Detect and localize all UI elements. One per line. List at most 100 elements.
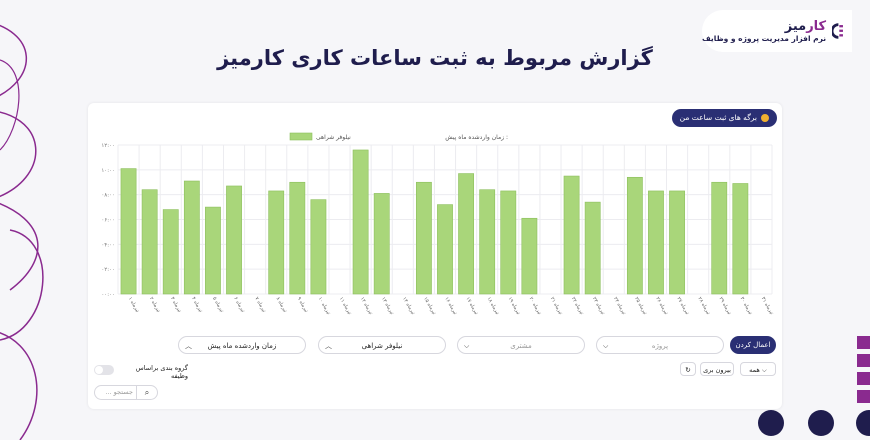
bar <box>563 175 580 295</box>
chevron-down-icon: ⌵ <box>603 342 609 350</box>
x-tick-label: تیرماه ۱۶ <box>443 296 458 316</box>
bar <box>183 180 200 295</box>
decorative-dot <box>808 410 834 436</box>
x-tick-label: تیرماه ۲۸ <box>696 296 711 316</box>
x-tick-label: تیرماه ۵ <box>211 296 225 314</box>
legend-swatch <box>289 132 313 141</box>
x-tick-label: تیرماه ۱۰ <box>317 296 332 316</box>
x-tick-label: تیرماه ۲۰ <box>528 296 543 316</box>
chevron-up-icon: ︿ <box>185 342 192 350</box>
user-select[interactable]: نیلوفر شراهی ︿ <box>318 336 446 354</box>
bar <box>373 193 390 295</box>
x-tick-label: تیرماه ۲۵ <box>633 296 648 316</box>
y-tick-label: ۰۲:۰۰ <box>101 267 115 273</box>
customer-select[interactable]: مشتری ⌵ <box>457 336 585 354</box>
brand-tagline: نرم افزار مدیریت پروژه و وظایف <box>702 33 827 43</box>
search-field[interactable]: جستجو ... ⌕ <box>94 385 158 400</box>
bar <box>226 185 242 295</box>
decorative-square <box>857 390 870 403</box>
x-tick-label: تیرماه ۲ <box>148 296 162 314</box>
chevron-down-icon: ⌵ <box>464 342 470 350</box>
brand-name: کارمیز <box>702 18 827 34</box>
y-tick-label: ۰۸:۰۰ <box>101 193 115 199</box>
y-tick-label: ۰۶:۰۰ <box>101 218 115 224</box>
bar <box>732 183 749 295</box>
brand-logo: کارمیز نرم افزار مدیریت پروژه و وظایف <box>702 10 852 52</box>
x-tick-label: تیرماه ۱ <box>127 296 141 314</box>
y-tick-label: ۱۲:۰۰ <box>101 143 115 149</box>
brand-mark-icon <box>832 23 844 39</box>
decorative-dot <box>856 410 870 436</box>
group-by-task-label: گروه بندی براساس وظیفه <box>135 364 188 380</box>
x-tick-label: تیرماه ۳۰ <box>739 296 754 316</box>
legend-period-label: زمان وارد‌شده ماه پیش : <box>445 134 508 141</box>
table-controls: همه ⌵ بیرون بری ↻ <box>676 362 776 378</box>
refresh-icon[interactable]: ↻ <box>680 362 696 376</box>
bar <box>626 176 643 295</box>
my-timesheets-button[interactable]: برگه های ثبت ساعت من <box>671 109 777 127</box>
x-tick-label: تیرماه ۸ <box>274 296 288 314</box>
brand-text: کارمیز نرم افزار مدیریت پروژه و وظایف <box>702 18 827 43</box>
x-tick-label: تیرماه ۱۴ <box>401 296 416 316</box>
export-button[interactable]: بیرون بری <box>700 362 734 376</box>
timesheet-icon <box>761 114 769 122</box>
chevron-up-icon: ︿ <box>325 342 332 350</box>
decorative-dot <box>758 410 784 436</box>
bar <box>521 217 538 295</box>
bar <box>268 190 285 295</box>
y-tick-label: ۱۰:۰۰ <box>101 168 115 174</box>
x-tick-label: تیرماه ۲۱ <box>549 296 564 316</box>
bar <box>352 149 369 295</box>
period-select-value: زمان وارد‌شده ماه پیش <box>207 342 277 350</box>
x-tick-label: تیرماه ۲۶ <box>654 296 669 316</box>
bar <box>669 190 685 295</box>
bar <box>205 206 221 295</box>
user-select-value: نیلوفر شراهی <box>361 342 403 350</box>
x-tick-label: تیرماه ۲۹ <box>718 296 733 316</box>
y-tick-label: ۰۴:۰۰ <box>101 242 115 248</box>
page-title: گزارش مربوط به ثبت ساعات کاری کارمیز <box>217 46 653 70</box>
filter-bar: اعمال کردن پروژه ⌵ مشتری ⌵ نیلوفر شراهی … <box>94 336 776 356</box>
group-by-task-toggle[interactable] <box>94 365 114 375</box>
apply-button[interactable]: اعمال کردن <box>730 336 776 354</box>
bar <box>437 204 453 295</box>
x-tick-label: تیرماه ۱۵ <box>422 296 437 316</box>
x-tick-label: تیرماه ۲۲ <box>570 296 585 316</box>
hours-bar-chart: ۰۰:۰۰ ۰۲:۰۰ ۰۴:۰۰ ۰۶:۰۰ ۰۸:۰۰ ۱۰:۰۰ ۱۲:۰۰ تیرما… <box>101 132 775 316</box>
x-tick-label: تیرماه ۶ <box>232 296 246 314</box>
x-tick-label: تیرماه ۲۳ <box>591 296 606 316</box>
bar <box>500 190 517 295</box>
customer-select-value: مشتری <box>510 342 532 350</box>
decorative-square <box>857 354 870 367</box>
x-tick-label: تیرماه ۱۹ <box>507 296 522 316</box>
x-tick-label: تیرماه ۴ <box>190 296 204 314</box>
project-select[interactable]: پروژه ⌵ <box>596 336 724 354</box>
search-icon[interactable]: ⌕ <box>136 386 157 399</box>
x-tick-label: تیرماه ۳ <box>169 296 183 314</box>
bar <box>711 181 728 295</box>
bar <box>120 168 137 295</box>
x-tick-label: تیرماه ۳۱ <box>760 296 775 316</box>
export-label: بیرون بری <box>703 366 731 374</box>
x-tick-label: تیرماه ۱۸ <box>485 296 500 316</box>
bar <box>584 201 601 295</box>
x-tick-label: تیرماه ۱۷ <box>464 296 479 316</box>
decorative-square <box>857 372 870 385</box>
hours-chart: ۰۰:۰۰ ۰۲:۰۰ ۰۴:۰۰ ۰۶:۰۰ ۰۸:۰۰ ۱۰:۰۰ ۱۲:۰۰ تیرما… <box>88 129 782 339</box>
chevron-down-icon: ⌵ <box>761 366 767 374</box>
bar <box>479 189 496 295</box>
bar <box>458 173 474 295</box>
x-tick-label: تیرماه ۲۷ <box>675 296 690 316</box>
y-tick-label: ۰۰:۰۰ <box>101 292 115 298</box>
period-select[interactable]: زمان وارد‌شده ماه پیش ︿ <box>178 336 306 354</box>
x-tick-label: تیرماه ۱۳ <box>380 296 395 316</box>
search-placeholder: جستجو ... <box>105 388 133 396</box>
bar <box>648 190 664 295</box>
project-select-value: پروژه <box>651 342 669 350</box>
rows-select[interactable]: همه ⌵ <box>740 362 776 376</box>
rows-select-value: همه <box>749 366 760 374</box>
brand-name-part2: میز <box>784 18 807 34</box>
brand-name-part1: کار <box>806 18 827 34</box>
report-panel: برگه های ثبت ساعت من ۰۰:۰۰ ۰۲:۰۰ ۰۴:۰۰ ۰۶:۰… <box>88 103 782 409</box>
my-timesheets-label: برگه های ثبت ساعت من <box>679 113 757 122</box>
